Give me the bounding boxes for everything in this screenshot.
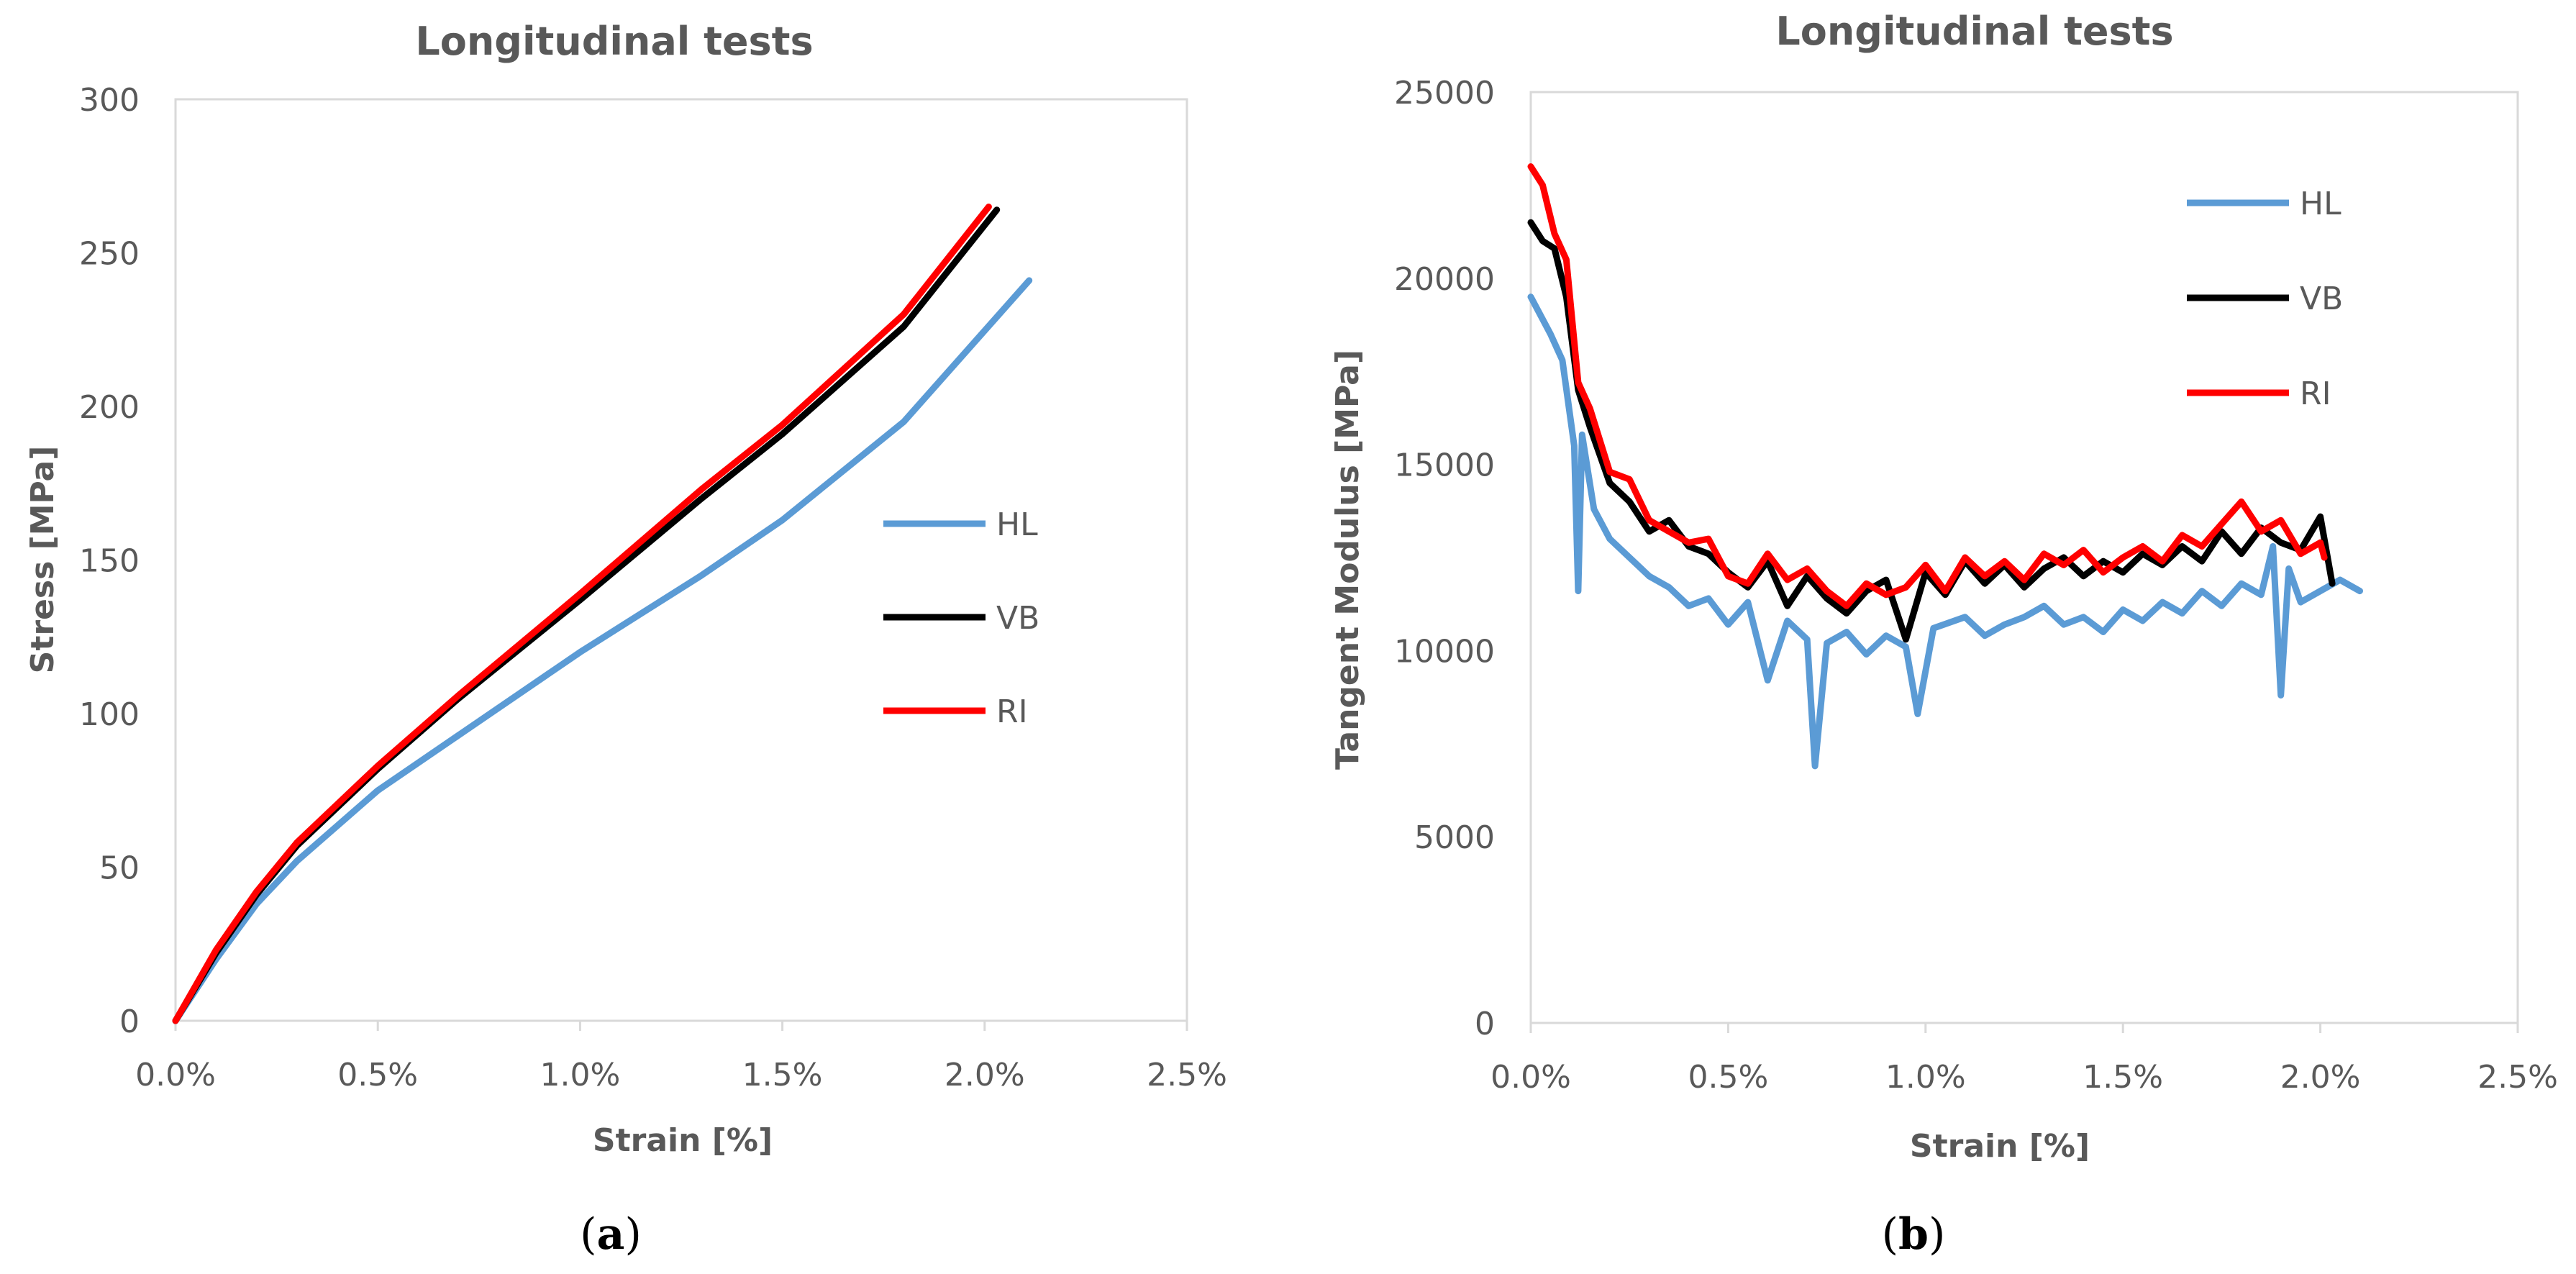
series-line-ri [1527,163,2328,609]
y-tick-label: 250 [79,236,140,273]
y-tick-label: 50 [99,850,140,887]
panel-a-title: Longitudinal tests [415,19,813,64]
y-tick-label: 15000 [1394,447,1495,484]
panel-b-x-tick-labels: 0.0% 0.5% 1.0% 1.5% 2.0% 2.5% [1490,1023,2558,1096]
y-tick-label: 300 [79,82,140,119]
x-tick-label: 2.0% [945,1057,1025,1093]
series-line-hl [1527,294,2363,770]
y-tick-label: 25000 [1394,75,1495,112]
y-tick-label: 5000 [1414,819,1495,856]
x-tick-label: 2.5% [2477,1059,2558,1096]
legend-label-ri: RI [996,693,1028,730]
panel-b-x-axis-label: Strain [%] [1910,1128,2090,1165]
y-tick-label: 10000 [1394,633,1495,670]
panel-b-series-lines [1527,163,2363,770]
panel-a-x-tick-labels: 0.0% 0.5% 1.0% 1.5% 2.0% 2.5% [135,1021,1227,1093]
x-tick-label: 0.5% [337,1057,418,1093]
x-tick-label: 1.0% [1885,1059,1966,1096]
panel-b-y-axis-label: Tangent Modulus [MPa] [1329,350,1366,770]
x-tick-label: 1.5% [2083,1059,2163,1096]
panel-a-legend: HL VB RI [883,506,1039,730]
panel-b-title: Longitudinal tests [1775,9,2173,54]
series-line-hl [172,277,1033,1024]
series-line-vb [1527,219,2336,643]
panel-a-x-axis-label: Strain [%] [593,1122,773,1159]
x-tick-label: 0.0% [1490,1059,1571,1096]
panel-a-series-lines [172,204,1033,1024]
legend-label-hl: HL [2300,186,2341,222]
x-tick-label: 1.5% [742,1057,823,1093]
x-tick-label: 2.0% [2280,1059,2361,1096]
panel-a-y-axis-label: Stress [MPa] [24,446,61,674]
panel-a-stress-strain: Longitudinal tests 0 50 100 150 200 250 300 0.… [24,19,1227,1260]
legend-label-vb: VB [2300,281,2343,317]
x-tick-label: 1.0% [540,1057,621,1093]
panel-b-y-tick-labels: 0 5000 10000 15000 20000 25000 [1394,75,1495,1042]
series-line-ri [172,204,992,1024]
y-tick-label: 100 [79,696,140,733]
legend-label-ri: RI [2300,376,2331,412]
y-tick-label: 20000 [1394,261,1495,298]
y-tick-label: 150 [79,543,140,580]
panel-a-caption: (a) [580,1209,642,1260]
y-tick-label: 0 [119,1004,140,1040]
legend-label-hl: HL [996,506,1038,543]
x-tick-label: 0.0% [135,1057,216,1093]
panel-b-tangent-modulus: Longitudinal tests 0 5000 10000 15000 20000 2… [1329,9,2558,1260]
panel-a-y-tick-labels: 0 50 100 150 200 250 300 [79,82,140,1040]
panel-b-legend: HL VB RI [2187,186,2343,412]
x-tick-label: 2.5% [1147,1057,1227,1093]
legend-label-vb: VB [996,600,1039,637]
panel-a-plot-frame [174,98,1188,1022]
x-tick-label: 0.5% [1688,1059,1769,1096]
series-line-vb [172,206,1001,1024]
panel-b-caption: (b) [1882,1209,1946,1260]
panel-b-plot-frame [1529,91,2519,1024]
y-tick-label: 0 [1475,1006,1495,1042]
y-tick-label: 200 [79,389,140,426]
